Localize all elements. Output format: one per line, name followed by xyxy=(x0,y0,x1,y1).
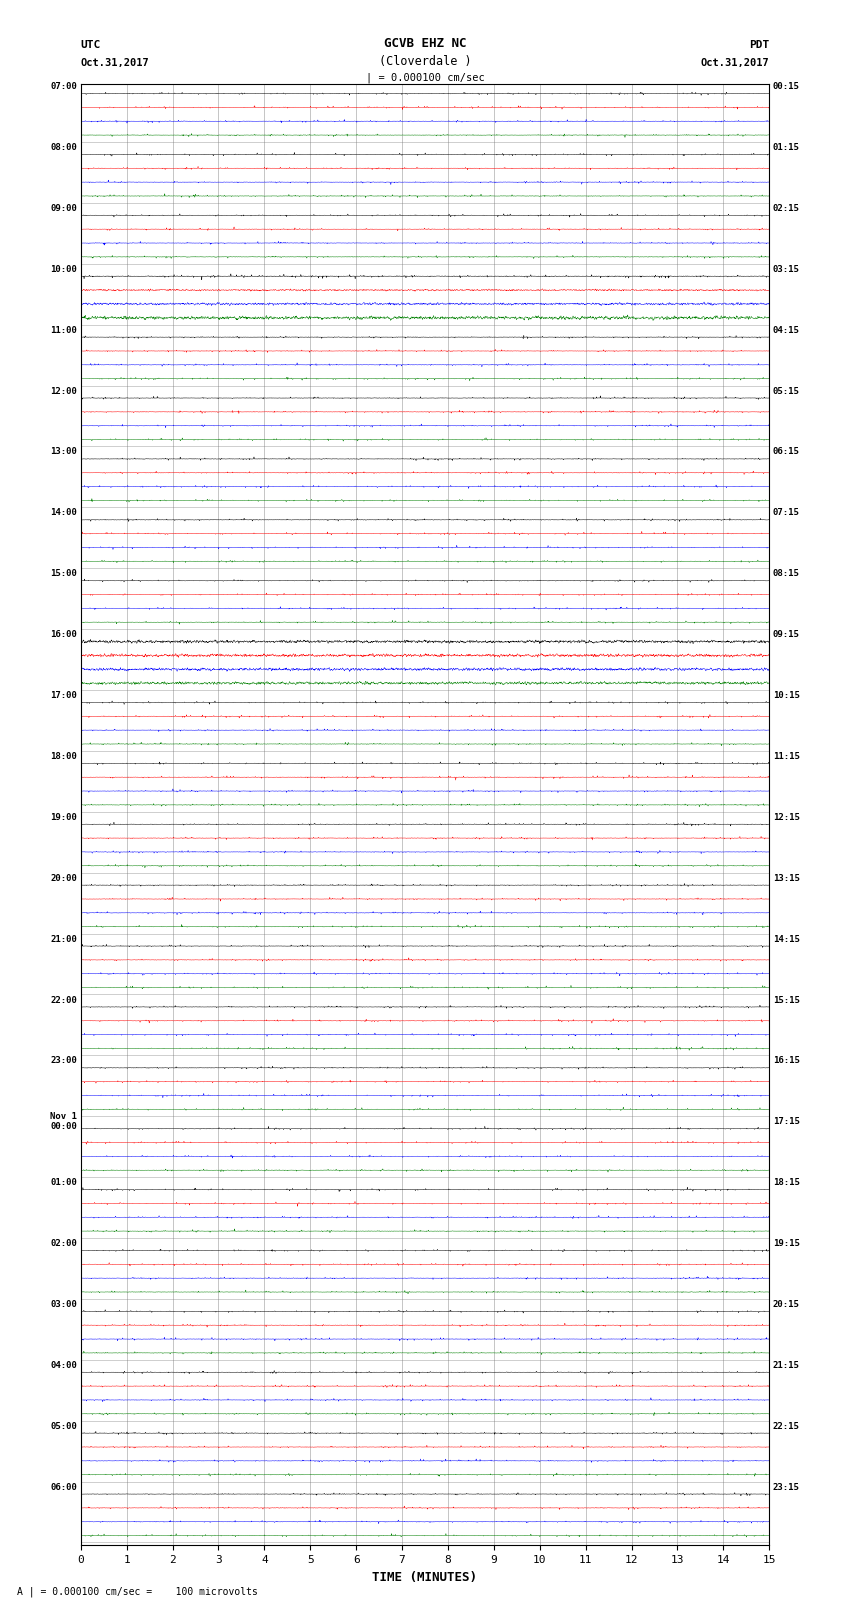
Text: 19:15: 19:15 xyxy=(773,1239,800,1248)
Text: 20:15: 20:15 xyxy=(773,1300,800,1310)
Text: PDT: PDT xyxy=(749,40,769,50)
Text: 11:00: 11:00 xyxy=(50,326,77,336)
Text: 15:15: 15:15 xyxy=(773,995,800,1005)
Text: | = 0.000100 cm/sec: | = 0.000100 cm/sec xyxy=(366,73,484,84)
Text: (Cloverdale ): (Cloverdale ) xyxy=(379,55,471,68)
Text: 21:00: 21:00 xyxy=(50,934,77,944)
Text: 07:15: 07:15 xyxy=(773,508,800,518)
Text: 05:00: 05:00 xyxy=(50,1421,77,1431)
Text: 12:00: 12:00 xyxy=(50,387,77,395)
Text: UTC: UTC xyxy=(81,40,101,50)
Text: 22:15: 22:15 xyxy=(773,1421,800,1431)
Text: 16:00: 16:00 xyxy=(50,631,77,639)
Text: 01:00: 01:00 xyxy=(50,1177,77,1187)
Text: 23:00: 23:00 xyxy=(50,1057,77,1066)
Text: 14:00: 14:00 xyxy=(50,508,77,518)
Text: 08:00: 08:00 xyxy=(50,144,77,152)
Text: A | = 0.000100 cm/sec =    100 microvolts: A | = 0.000100 cm/sec = 100 microvolts xyxy=(17,1586,258,1597)
Text: 10:15: 10:15 xyxy=(773,690,800,700)
Text: 04:00: 04:00 xyxy=(50,1361,77,1369)
Text: 16:15: 16:15 xyxy=(773,1057,800,1066)
Text: 09:00: 09:00 xyxy=(50,203,77,213)
X-axis label: TIME (MINUTES): TIME (MINUTES) xyxy=(372,1571,478,1584)
Text: 09:15: 09:15 xyxy=(773,631,800,639)
Text: 17:00: 17:00 xyxy=(50,690,77,700)
Text: GCVB EHZ NC: GCVB EHZ NC xyxy=(383,37,467,50)
Text: 13:00: 13:00 xyxy=(50,447,77,456)
Text: 04:15: 04:15 xyxy=(773,326,800,336)
Text: 22:00: 22:00 xyxy=(50,995,77,1005)
Text: 18:00: 18:00 xyxy=(50,752,77,761)
Text: 23:15: 23:15 xyxy=(773,1482,800,1492)
Text: 15:00: 15:00 xyxy=(50,569,77,579)
Text: 12:15: 12:15 xyxy=(773,813,800,823)
Text: 14:15: 14:15 xyxy=(773,934,800,944)
Text: 20:00: 20:00 xyxy=(50,874,77,882)
Text: 02:15: 02:15 xyxy=(773,203,800,213)
Text: 02:00: 02:00 xyxy=(50,1239,77,1248)
Text: 07:00: 07:00 xyxy=(50,82,77,92)
Text: 01:15: 01:15 xyxy=(773,144,800,152)
Text: 00:15: 00:15 xyxy=(773,82,800,92)
Text: 06:00: 06:00 xyxy=(50,1482,77,1492)
Text: 11:15: 11:15 xyxy=(773,752,800,761)
Text: 10:00: 10:00 xyxy=(50,265,77,274)
Text: 03:15: 03:15 xyxy=(773,265,800,274)
Text: 06:15: 06:15 xyxy=(773,447,800,456)
Text: Nov 1
00:00: Nov 1 00:00 xyxy=(50,1111,77,1131)
Text: 18:15: 18:15 xyxy=(773,1177,800,1187)
Text: 03:00: 03:00 xyxy=(50,1300,77,1310)
Text: Oct.31,2017: Oct.31,2017 xyxy=(700,58,769,68)
Text: 08:15: 08:15 xyxy=(773,569,800,579)
Text: 17:15: 17:15 xyxy=(773,1118,800,1126)
Text: 05:15: 05:15 xyxy=(773,387,800,395)
Text: Oct.31,2017: Oct.31,2017 xyxy=(81,58,150,68)
Text: 19:00: 19:00 xyxy=(50,813,77,823)
Text: 21:15: 21:15 xyxy=(773,1361,800,1369)
Text: 13:15: 13:15 xyxy=(773,874,800,882)
